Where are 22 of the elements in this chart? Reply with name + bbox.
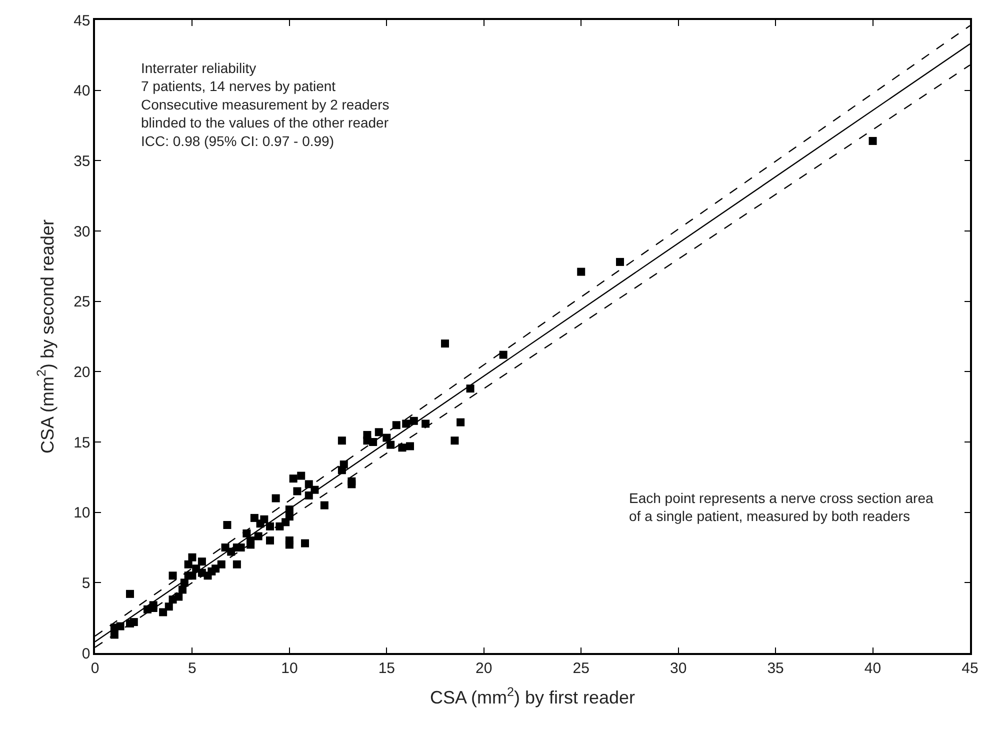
y-tick-label: 0 [82, 645, 90, 662]
x-tick-label: 15 [378, 660, 396, 677]
y-tick-label: 40 [74, 82, 90, 100]
y-tick-label: 35 [74, 152, 90, 170]
x-axis-title: CSA (mm$^{2}$) by first reader [430, 684, 636, 708]
annotation: Interrater reliability 7 patients, 14 nerves by patient Consecutive measurement by 2 readers blinded to the values of the other reader ICC: 0.98 (95% CI: 0.97 - 0.99) [141, 60, 390, 149]
x-tick-label: 35 [767, 660, 784, 677]
x-tick-label: 30 [670, 660, 687, 677]
y-tick-label: 5 [82, 574, 90, 592]
annotation: Each point represents a nerve cross section area of a single patient, measured by both readers [629, 490, 934, 524]
x-tick-label: 45 [962, 660, 978, 677]
x-tick-label: 10 [281, 660, 298, 677]
x-tick-label: 5 [188, 660, 196, 677]
y-tick-label: 45 [74, 12, 90, 30]
x-tick-label: 20 [476, 660, 492, 677]
y-tick-label: 30 [74, 223, 90, 240]
x-tick-label: 25 [572, 660, 590, 677]
y-tick-label: 25 [74, 294, 90, 311]
y-tick-label: 15 [74, 434, 90, 452]
y-tick-label: 10 [74, 504, 90, 522]
y-tick-label: 20 [74, 364, 90, 381]
x-tick-label: 40 [864, 660, 882, 677]
